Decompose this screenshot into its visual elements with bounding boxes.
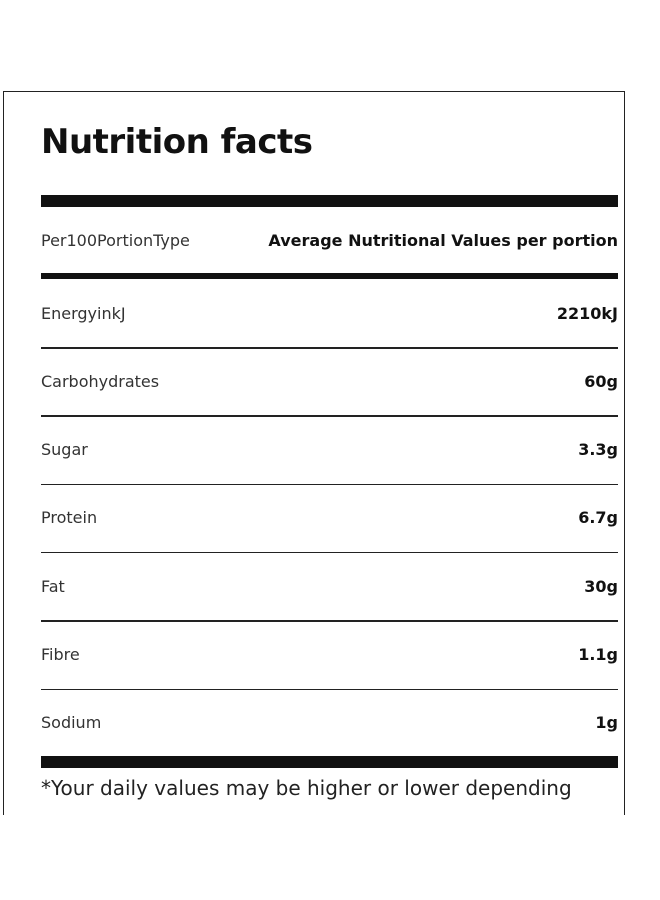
footnote: *Your daily values may be higher or lowe… <box>41 776 572 800</box>
value-cell: 60g <box>584 371 618 391</box>
label-cell: EnergyinkJ <box>41 303 126 323</box>
table-row: Protein 6.7g <box>41 484 618 552</box>
table-row: Fibre 1.1g <box>41 621 618 689</box>
value-cell: 3.3g <box>578 440 618 460</box>
nutrition-card: Nutrition facts Per100PortionType Averag… <box>3 91 625 815</box>
value-cell: 1.1g <box>578 645 618 664</box>
row-divider <box>41 620 618 622</box>
row-divider <box>41 415 618 417</box>
row-divider <box>41 551 618 554</box>
value-cell: 30g <box>584 576 618 596</box>
title: Nutrition facts <box>41 122 313 162</box>
thick-rule <box>41 195 618 207</box>
row-divider <box>41 347 618 349</box>
table-row: EnergyinkJ 2210kJ <box>41 279 618 347</box>
label-cell: Sodium <box>41 713 102 733</box>
label-cell: Protein <box>41 508 98 528</box>
header-row: Per100PortionType Average Nutritional Va… <box>41 207 618 274</box>
header-cell: Per100PortionType <box>41 231 190 250</box>
label-cell: Sugar <box>41 440 88 460</box>
value-cell: 2210kJ <box>556 303 618 323</box>
value-cell: 1g <box>595 713 618 733</box>
viewport: Nutrition facts Per100PortionType Averag… <box>3 91 625 815</box>
table-row: Sugar 3.3g <box>41 416 618 484</box>
label-cell: Fat <box>41 576 65 596</box>
thick-rule <box>41 273 618 279</box>
value-cell: 6.7g <box>578 508 618 528</box>
table-row: Fat 30g <box>41 552 618 620</box>
table-row: Sodium 1g <box>41 689 618 757</box>
row-divider <box>41 483 618 486</box>
header-cell: Average Nutritional Values per portion <box>268 231 618 250</box>
label-cell: Fibre <box>41 645 80 664</box>
row-divider <box>41 688 618 690</box>
thick-rule <box>41 756 618 768</box>
table-row: Carbohydrates 60g <box>41 347 618 415</box>
label-cell: Carbohydrates <box>41 371 160 391</box>
